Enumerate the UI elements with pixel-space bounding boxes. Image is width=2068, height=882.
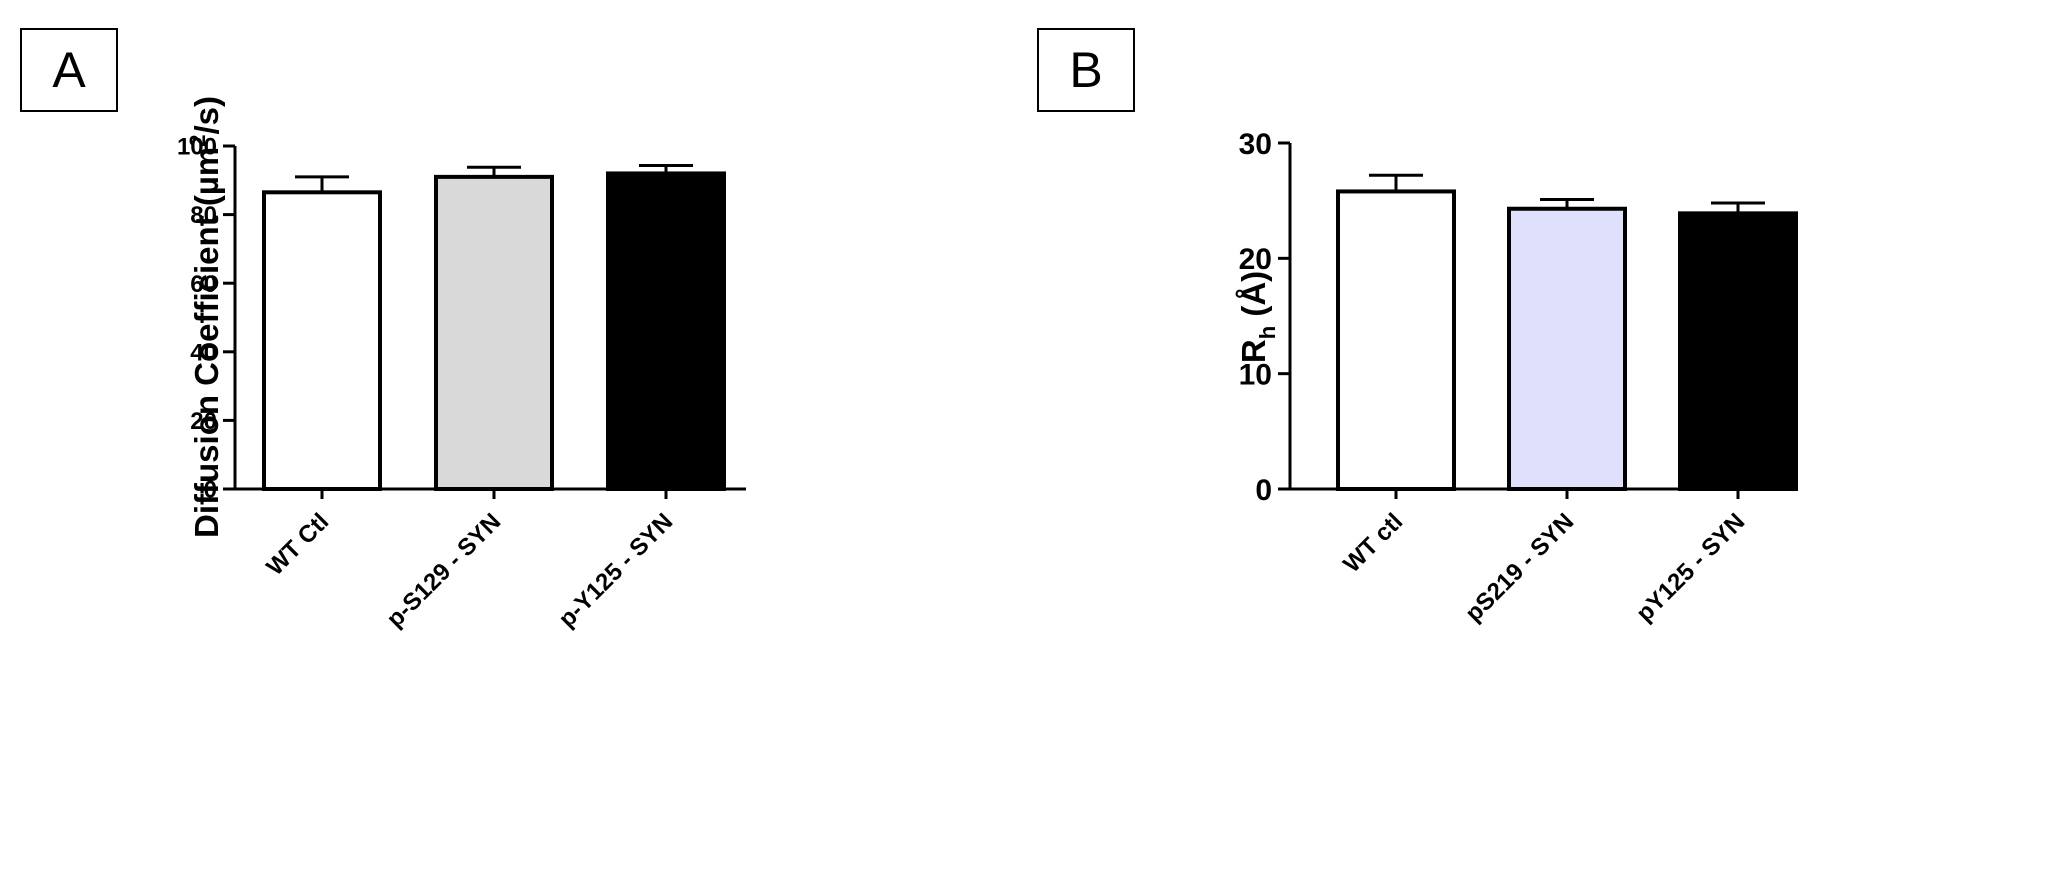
chart-a: Diffusion Coefficient (µm2/s) 0 20 40 60 80 1… xyxy=(177,96,746,633)
chart-b-y-label-sub: h xyxy=(1255,326,1280,339)
chart-a-bar xyxy=(606,171,726,491)
chart-a-category-label: p-Y125 - SYN xyxy=(554,508,679,633)
chart-b-y-tick-label: 30 xyxy=(1239,128,1272,161)
chart-a-y-tick-label: 60 xyxy=(190,271,217,298)
chart-b-y-label-tail: (Å) xyxy=(1235,271,1272,326)
chart-a-y-label-main: Diffusion Coefficient (µm xyxy=(188,147,225,538)
chart-a-y-tick-label: 40 xyxy=(190,339,217,366)
chart-b-y-tick-label: 20 xyxy=(1239,243,1272,276)
chart-a-category-label: p-S129 - SYN xyxy=(382,508,507,633)
chart-b-y-tick-label: 10 xyxy=(1239,358,1272,391)
chart-b-category-label: pS219 - SYN xyxy=(1460,508,1579,627)
panel-label-b: B xyxy=(1037,28,1135,112)
chart-b-y-tick-label: 0 xyxy=(1255,474,1272,507)
chart-b-bar xyxy=(1678,211,1798,491)
chart-a-y-tick-label: 20 xyxy=(190,408,217,435)
chart-a-y-label-sup: 2 xyxy=(185,135,210,147)
chart-b-bar xyxy=(1507,206,1627,492)
panel-label-a: A xyxy=(20,28,118,112)
chart-b-category-label: WT ctl xyxy=(1338,508,1408,578)
chart-b-bar xyxy=(1336,189,1456,491)
chart-a-category-label: WT Ctl xyxy=(261,508,334,581)
chart-a-bar xyxy=(262,190,382,491)
chart-a-y-tick-label: 100 xyxy=(177,134,217,161)
chart-b-y-label-main: R xyxy=(1235,339,1272,363)
chart-a-y-axis-label: Diffusion Coefficient (µm2/s) xyxy=(185,96,225,538)
chart-b-y-axis-label: Rh (Å) xyxy=(1235,271,1280,363)
chart-b-category-label: pY125 - SYN xyxy=(1631,508,1750,627)
chart-a-y-tick-label: 0 xyxy=(204,477,217,504)
chart-a-y-tick-label: 80 xyxy=(190,202,217,229)
chart-b: Rh (Å) 0 10 20 30 WT ctl pS219 - SYN pY125 - S… xyxy=(1235,128,1798,627)
chart-a-bar xyxy=(434,174,554,491)
chart-a-y-label-tail: /s) xyxy=(188,96,225,135)
